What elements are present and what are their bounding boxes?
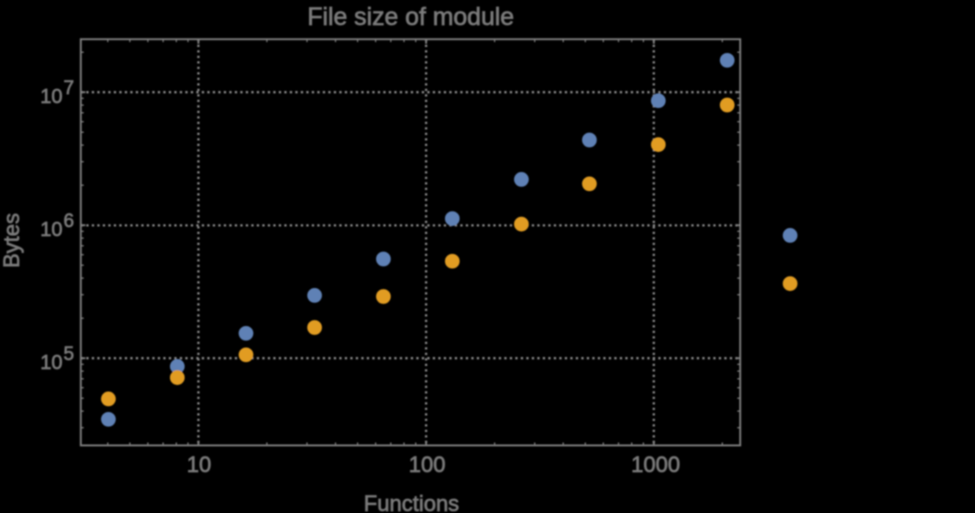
svg-text:6: 6 (64, 211, 75, 232)
svg-text:1000: 1000 (631, 452, 680, 477)
svg-text:10: 10 (40, 219, 62, 241)
svg-text:5: 5 (64, 344, 75, 365)
svg-text:Bytes: Bytes (0, 213, 24, 268)
svg-text:Functions: Functions (364, 491, 459, 513)
svg-text:7: 7 (64, 78, 75, 99)
svg-text:10: 10 (40, 352, 62, 374)
svg-text:100: 100 (409, 452, 446, 477)
svg-text:10: 10 (40, 86, 62, 108)
svg-text:File size of module: File size of module (307, 4, 514, 31)
svg-text:10: 10 (187, 452, 211, 477)
